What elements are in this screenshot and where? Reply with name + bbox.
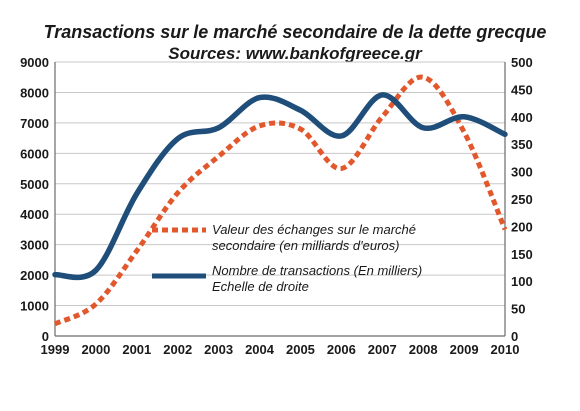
x-tick-label: 2002: [163, 342, 192, 357]
y-left-tick-label: 8000: [20, 85, 49, 100]
y-left-tick-label: 3000: [20, 238, 49, 253]
x-tick-label: 2000: [81, 342, 110, 357]
x-tick-label: 2001: [122, 342, 151, 357]
y-left-tick-label: 5000: [20, 177, 49, 192]
chart-subtitle: Sources: www.bankofgreece.gr: [168, 44, 423, 63]
grid-layer: [55, 61, 505, 307]
legend-label-transactions-line2: Echelle de droite: [212, 279, 309, 294]
x-tick-label: 2004: [245, 342, 275, 357]
y-right-tick-label: 350: [511, 137, 533, 152]
y-right-tick-label: 400: [511, 110, 533, 125]
y-right-tick-label: 100: [511, 274, 533, 289]
legend-label-valeur-line1: Valeur des échanges sur le marché: [212, 222, 416, 237]
x-tick-label: 2008: [409, 342, 438, 357]
y-right-tick-label: 50: [511, 302, 525, 317]
x-tick-label: 2005: [286, 342, 315, 357]
axis-layer: [54, 62, 506, 337]
chart-title: Transactions sur le marché secondaire de…: [44, 22, 547, 42]
y-left-tick-label: 6000: [20, 146, 49, 161]
y-left-tick-label: 4000: [20, 207, 49, 222]
x-tick-label: 2010: [491, 342, 520, 357]
tick-layer: 0 1000 2000 3000 4000 5000 6000 7000 8000 9000 0 50…: [20, 55, 533, 357]
series-line-transactions: [52, 92, 508, 281]
y-left-tick-label: 1000: [20, 299, 49, 314]
y-left-tick-label: 0: [42, 329, 49, 344]
y-left-tick-label: 2000: [20, 268, 49, 283]
y-right-tick-label: 150: [511, 247, 533, 262]
x-tick-label: 2003: [204, 342, 233, 357]
x-tick-label: 2009: [450, 342, 479, 357]
y-right-tick-label: 0: [511, 329, 518, 344]
y-right-tick-label: 300: [511, 165, 533, 180]
legend-label-valeur-line2: secondaire (en milliards d'euros): [212, 238, 399, 253]
y-right-tick-label: 200: [511, 219, 533, 234]
series-line-valeur: [53, 74, 508, 327]
y-right-tick-label: 250: [511, 192, 533, 207]
series-layer: [52, 74, 508, 327]
x-tick-label: 2007: [368, 342, 397, 357]
legend: Valeur des échanges sur le marché second…: [152, 222, 422, 294]
y-left-tick-label: 7000: [20, 116, 49, 131]
y-left-tick-label: 9000: [20, 55, 49, 70]
x-tick-label: 2006: [327, 342, 356, 357]
legend-label-transactions-line1: Nombre de transactions (En milliers): [212, 263, 422, 278]
x-tick-label: 1999: [41, 342, 70, 357]
y-right-tick-label: 450: [511, 82, 533, 97]
y-right-tick-label: 500: [511, 55, 533, 70]
